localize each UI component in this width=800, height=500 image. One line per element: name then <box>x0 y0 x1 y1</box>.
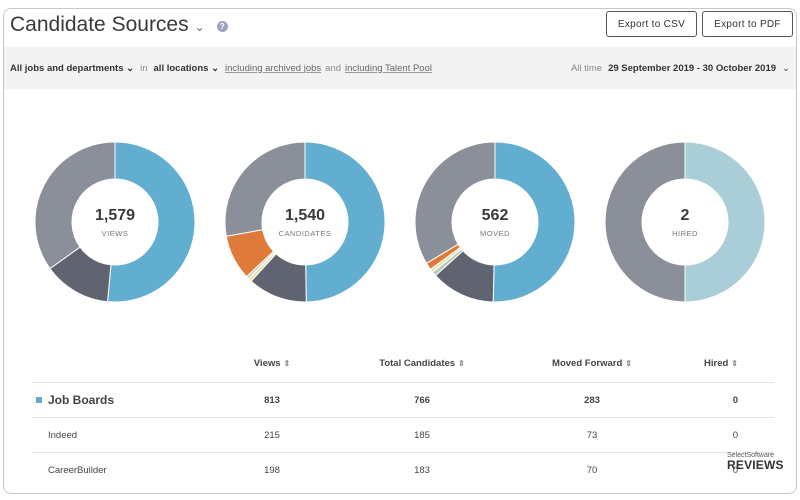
jobs-filter[interactable]: All jobs and departments ⌄ <box>10 62 135 74</box>
sort-icon: ⇕ <box>458 359 465 368</box>
hired-cell: 0 <box>732 394 738 406</box>
chevron-down-icon: ⌄ <box>194 20 205 34</box>
date-filter[interactable]: All time 29 September 2019 - 30 October … <box>571 47 790 89</box>
candidates-column-header[interactable]: Total Candidates ⇕ <box>379 358 465 369</box>
donut-slice-0[interactable] <box>492 141 576 303</box>
views-column-header[interactable]: Views ⇕ <box>253 358 291 369</box>
views-cell: 215 <box>264 429 280 441</box>
table-header: Views ⇕ Total Candidates ⇕ Moved Forward ⇕ … <box>32 345 774 383</box>
donut-slice-5[interactable] <box>224 141 306 237</box>
hired-donut-svg <box>604 141 766 303</box>
moved-column-header[interactable]: Moved Forward ⇕ <box>552 358 632 369</box>
moved-total: 562 <box>481 206 509 224</box>
and-text: and <box>325 62 342 74</box>
table-row[interactable]: Job Boards 813 766 283 0 <box>32 383 774 418</box>
candidates-cell: 185 <box>414 429 430 441</box>
moved-label: MOVED <box>479 228 510 238</box>
color-swatch-icon <box>36 397 42 403</box>
donut-charts: 1,579 VIEWS 1,540 CANDIDATES 562 MOVED 2… <box>4 89 796 339</box>
views-total: 1,579 <box>94 206 136 224</box>
candidates-label: CANDIDATES <box>278 228 332 238</box>
export-pdf-button[interactable]: Export to PDF <box>702 11 793 37</box>
candidates-donut-svg <box>224 141 386 303</box>
source-name: Indeed <box>48 429 78 441</box>
moved-cell: 283 <box>584 394 600 406</box>
donut-slice-5[interactable] <box>414 141 496 264</box>
page-title: Candidate Sources <box>10 13 189 36</box>
views-donut: 1,579 VIEWS <box>34 141 196 303</box>
source-name: CareerBuilder <box>48 465 107 476</box>
help-icon[interactable]: ? <box>216 21 228 32</box>
sort-icon: ⇕ <box>283 359 291 368</box>
donut-slice-0[interactable] <box>684 141 766 303</box>
views-cell: 813 <box>264 394 280 406</box>
donut-slice-2[interactable] <box>34 141 116 270</box>
donut-slice-0[interactable] <box>106 141 196 303</box>
hired-donut: 2 HIRED <box>604 141 766 303</box>
moved-cell: 70 <box>586 465 598 476</box>
views-cell: 198 <box>264 465 280 476</box>
candidates-cell: 183 <box>414 465 430 476</box>
hired-column-header[interactable]: Hired ⇕ <box>704 358 738 369</box>
moved-donut: 562 MOVED <box>414 141 576 303</box>
views-donut-svg <box>34 141 196 303</box>
report-title-dropdown[interactable]: Candidate Sources ⌄ ? <box>10 13 228 37</box>
candidates-donut: 1,540 CANDIDATES <box>224 141 386 303</box>
filter-bar: All jobs and departments ⌄ in all locati… <box>4 47 796 89</box>
hired-cell: 0 <box>732 465 738 476</box>
views-label: VIEWS <box>101 228 129 238</box>
moved-donut-svg <box>414 141 576 303</box>
source-name: Job Boards <box>48 393 115 407</box>
chevron-down-icon: ⌄ <box>211 62 220 74</box>
export-csv-button[interactable]: Export to CSV <box>606 11 697 37</box>
donut-slice-1[interactable] <box>604 141 686 303</box>
hired-label: HIRED <box>672 228 698 238</box>
period-label: All time <box>570 62 603 74</box>
donut-slice-0[interactable] <box>304 141 386 303</box>
archived-jobs-toggle[interactable]: including archived jobs <box>225 62 322 74</box>
sources-table: Views ⇕ Total Candidates ⇕ Moved Forward ⇕ … <box>32 345 774 488</box>
sort-icon: ⇕ <box>625 359 632 368</box>
in-text: in <box>140 62 148 74</box>
moved-cell: 73 <box>586 429 598 441</box>
candidates-cell: 766 <box>414 394 430 406</box>
talent-pool-toggle[interactable]: including Talent Pool <box>345 62 432 74</box>
header: Candidate Sources ⌄ ? Export to CSV Expo… <box>4 9 796 47</box>
table-row[interactable]: CareerBuilder 198 183 70 0 <box>32 453 774 488</box>
sort-icon: ⇕ <box>731 359 738 368</box>
date-range: 29 September 2019 - 30 October 2019 <box>608 62 777 74</box>
watermark-logo: SelectSoftware REVIEWS <box>727 452 784 472</box>
chevron-down-icon: ⌄ <box>782 62 790 74</box>
locations-filter[interactable]: all locations ⌄ <box>153 62 220 74</box>
chevron-down-icon: ⌄ <box>126 62 135 74</box>
hired-total: 2 <box>680 206 690 224</box>
candidates-total: 1,540 <box>284 206 326 224</box>
report-frame: Candidate Sources ⌄ ? Export to CSV Expo… <box>3 8 797 494</box>
hired-cell: 0 <box>732 429 738 441</box>
table-row[interactable]: Indeed 215 185 73 0 <box>32 418 774 453</box>
